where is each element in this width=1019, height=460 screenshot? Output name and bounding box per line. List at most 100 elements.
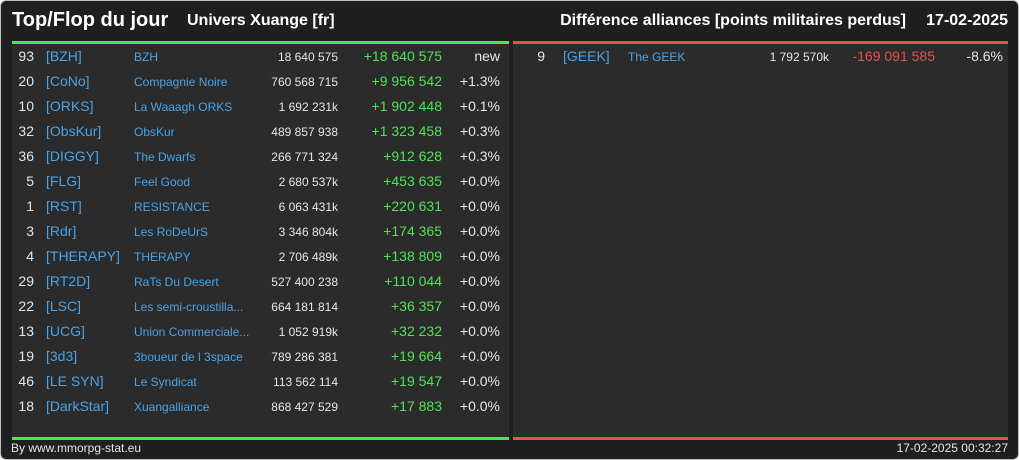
alliance-diff-percent: +0.0% xyxy=(459,223,500,239)
top-row: 5 [FLG] Feel Good 2 680 537k +453 635 +0.0% xyxy=(12,169,509,194)
alliance-diff: +17 883 xyxy=(391,398,442,414)
alliance-total-points: 1 792 570k xyxy=(769,50,829,64)
alliance-rank: 22 xyxy=(18,298,34,314)
alliance-rank: 32 xyxy=(18,123,34,139)
alliance-diff-percent: +0.3% xyxy=(459,148,500,164)
top-row: 10 [ORKS] La Waaagh ORKS 1 692 231k +1 902 4… xyxy=(12,94,509,119)
alliance-diff-percent: +0.0% xyxy=(459,298,500,314)
top-row: 20 [CoNo] Compagnie Noire 760 568 715 +9 956… xyxy=(12,69,509,94)
alliance-rank: 1 xyxy=(26,198,34,214)
alliance-diff: +9 956 542 xyxy=(371,73,442,89)
alliance-diff-percent: +0.3% xyxy=(459,123,500,139)
top-panel: 93 [BZH] BZH 18 640 575 +18 640 575 new 20 [CoN… xyxy=(12,41,509,440)
alliance-name-link[interactable]: Union Commerciale... xyxy=(134,325,250,339)
alliance-diff-percent: +0.0% xyxy=(459,348,500,364)
alliance-diff: +19 547 xyxy=(391,373,442,389)
alliance-total-points: 489 857 938 xyxy=(271,125,338,139)
alliance-name-link[interactable]: Le Syndicat xyxy=(134,375,197,389)
alliance-total-points: 664 181 814 xyxy=(271,300,338,314)
alliance-diff: +32 232 xyxy=(391,323,442,339)
alliance-total-points: 18 640 575 xyxy=(277,50,338,64)
top-row: 29 [RT2D] RaTs Du Desert 527 400 238 +110 04… xyxy=(12,269,509,294)
top-row: 18 [DarkStar] Xuangalliance 868 427 529 +17 … xyxy=(12,394,509,419)
alliance-tag-link[interactable]: [GEEK] xyxy=(563,48,610,64)
alliance-tag-link[interactable]: [LSC] xyxy=(46,298,82,314)
alliance-tag-link[interactable]: [DarkStar] xyxy=(46,398,110,414)
alliance-diff-percent: +0.0% xyxy=(459,373,500,389)
alliance-diff: +138 809 xyxy=(383,248,442,264)
alliance-diff: +19 664 xyxy=(391,348,442,364)
universe-label: Univers Xuange [fr] xyxy=(187,12,335,29)
alliance-name-link[interactable]: ObsKur xyxy=(134,125,175,139)
alliance-tag-link[interactable]: [DIGGY] xyxy=(46,148,99,164)
alliance-diff-percent: +1.3% xyxy=(459,73,500,89)
alliance-diff-percent: +0.1% xyxy=(459,98,500,114)
flop-panel: 9 [GEEK] The GEEK 1 792 570k -169 091 585 -8.… xyxy=(513,41,1008,440)
alliance-tag-link[interactable]: [LE SYN] xyxy=(46,373,104,389)
top-row: 1 [RST] RESISTANCE 6 063 431k +220 631 +0.0% xyxy=(12,194,509,219)
alliance-total-points: 6 063 431k xyxy=(278,200,338,214)
alliance-diff: +18 640 575 xyxy=(363,48,442,64)
alliance-name-link[interactable]: RESISTANCE xyxy=(134,200,210,214)
alliance-tag-link[interactable]: [CoNo] xyxy=(46,73,90,89)
alliance-diff-percent: +0.0% xyxy=(459,248,500,264)
alliance-name-link[interactable]: Compagnie Noire xyxy=(134,75,228,89)
alliance-rank: 19 xyxy=(18,348,34,364)
alliance-name-link[interactable]: The Dwarfs xyxy=(134,150,196,164)
alliance-tag-link[interactable]: [ORKS] xyxy=(46,98,94,114)
generated-timestamp: 17-02-2025 00:32:27 xyxy=(896,441,1008,455)
alliance-name-link[interactable]: La Waaagh ORKS xyxy=(134,100,233,114)
alliance-name-link[interactable]: RaTs Du Desert xyxy=(134,275,219,289)
alliance-name-link[interactable]: Les RoDeUrS xyxy=(134,225,209,239)
alliance-tag-link[interactable]: [FLG] xyxy=(46,173,82,189)
alliance-tag-link[interactable]: [RT2D] xyxy=(46,273,91,289)
alliance-tag-link[interactable]: [RST] xyxy=(46,198,82,214)
alliance-diff-percent: +0.0% xyxy=(459,198,500,214)
page-title: Top/Flop du jour xyxy=(12,9,169,31)
header: Top/Flop du jour Univers Xuange [fr] Dif… xyxy=(1,1,1018,41)
alliance-tag-link[interactable]: [ObsKur] xyxy=(46,123,102,139)
alliance-name-link[interactable]: BZH xyxy=(134,50,158,64)
alliance-rank: 13 xyxy=(18,323,34,339)
top-row: 46 [LE SYN] Le Syndicat 113 562 114 +19 547 +… xyxy=(12,369,509,394)
alliance-tag-link[interactable]: [3d3] xyxy=(46,348,78,364)
alliance-total-points: 2 706 489k xyxy=(278,250,338,264)
alliance-name-link[interactable]: 3boueur de l 3space xyxy=(134,350,243,364)
alliance-diff-percent: -8.6% xyxy=(966,48,1003,64)
alliance-name-link[interactable]: The GEEK xyxy=(628,50,686,64)
footer: By www.mmorpg-stat.eu 17-02-2025 00:32:2… xyxy=(1,439,1018,459)
alliance-total-points: 3 346 804k xyxy=(278,225,338,239)
alliance-rank: 10 xyxy=(18,98,34,114)
alliance-name-link[interactable]: THERAPY xyxy=(134,250,191,264)
top-row: 4 [THERAPY] THERAPY 2 706 489k +138 809 +0.0% xyxy=(12,244,509,269)
alliance-name-link[interactable]: Les semi-croustilla... xyxy=(134,300,244,314)
alliance-total-points: 113 562 114 xyxy=(273,375,338,389)
alliance-tag-link[interactable]: [BZH] xyxy=(46,48,82,64)
ranking-date: 17-02-2025 xyxy=(926,12,1008,29)
alliance-rank: 29 xyxy=(18,273,34,289)
top-row: 19 [3d3] 3boueur de l 3space 789 286 381 +19… xyxy=(12,344,509,369)
alliance-total-points: 868 427 529 xyxy=(271,400,338,414)
alliance-rank: 4 xyxy=(26,248,34,264)
alliance-diff: -169 091 585 xyxy=(852,48,935,64)
alliance-diff: +1 323 458 xyxy=(371,123,442,139)
alliance-rank: 3 xyxy=(26,223,34,239)
alliance-total-points: 1 692 231k xyxy=(278,100,338,114)
alliance-name-link[interactable]: Xuangalliance xyxy=(134,400,210,414)
alliance-diff: +174 365 xyxy=(383,223,442,239)
alliance-diff: +1 902 448 xyxy=(371,98,442,114)
alliance-diff-percent: new xyxy=(474,48,500,64)
alliance-diff-percent: +0.0% xyxy=(459,273,500,289)
alliance-tag-link[interactable]: [Rdr] xyxy=(46,223,77,239)
alliance-diff: +110 044 xyxy=(384,273,442,289)
alliance-name-link[interactable]: Feel Good xyxy=(134,175,191,189)
alliance-total-points: 789 286 381 xyxy=(271,350,338,364)
alliance-diff: +912 628 xyxy=(383,148,442,164)
alliance-tag-link[interactable]: [UCG] xyxy=(46,323,85,339)
alliance-diff-percent: +0.0% xyxy=(459,323,500,339)
alliance-diff: +220 631 xyxy=(383,198,442,214)
alliance-rank: 5 xyxy=(26,173,34,189)
alliance-diff: +453 635 xyxy=(383,173,442,189)
alliance-tag-link[interactable]: [THERAPY] xyxy=(46,248,120,264)
